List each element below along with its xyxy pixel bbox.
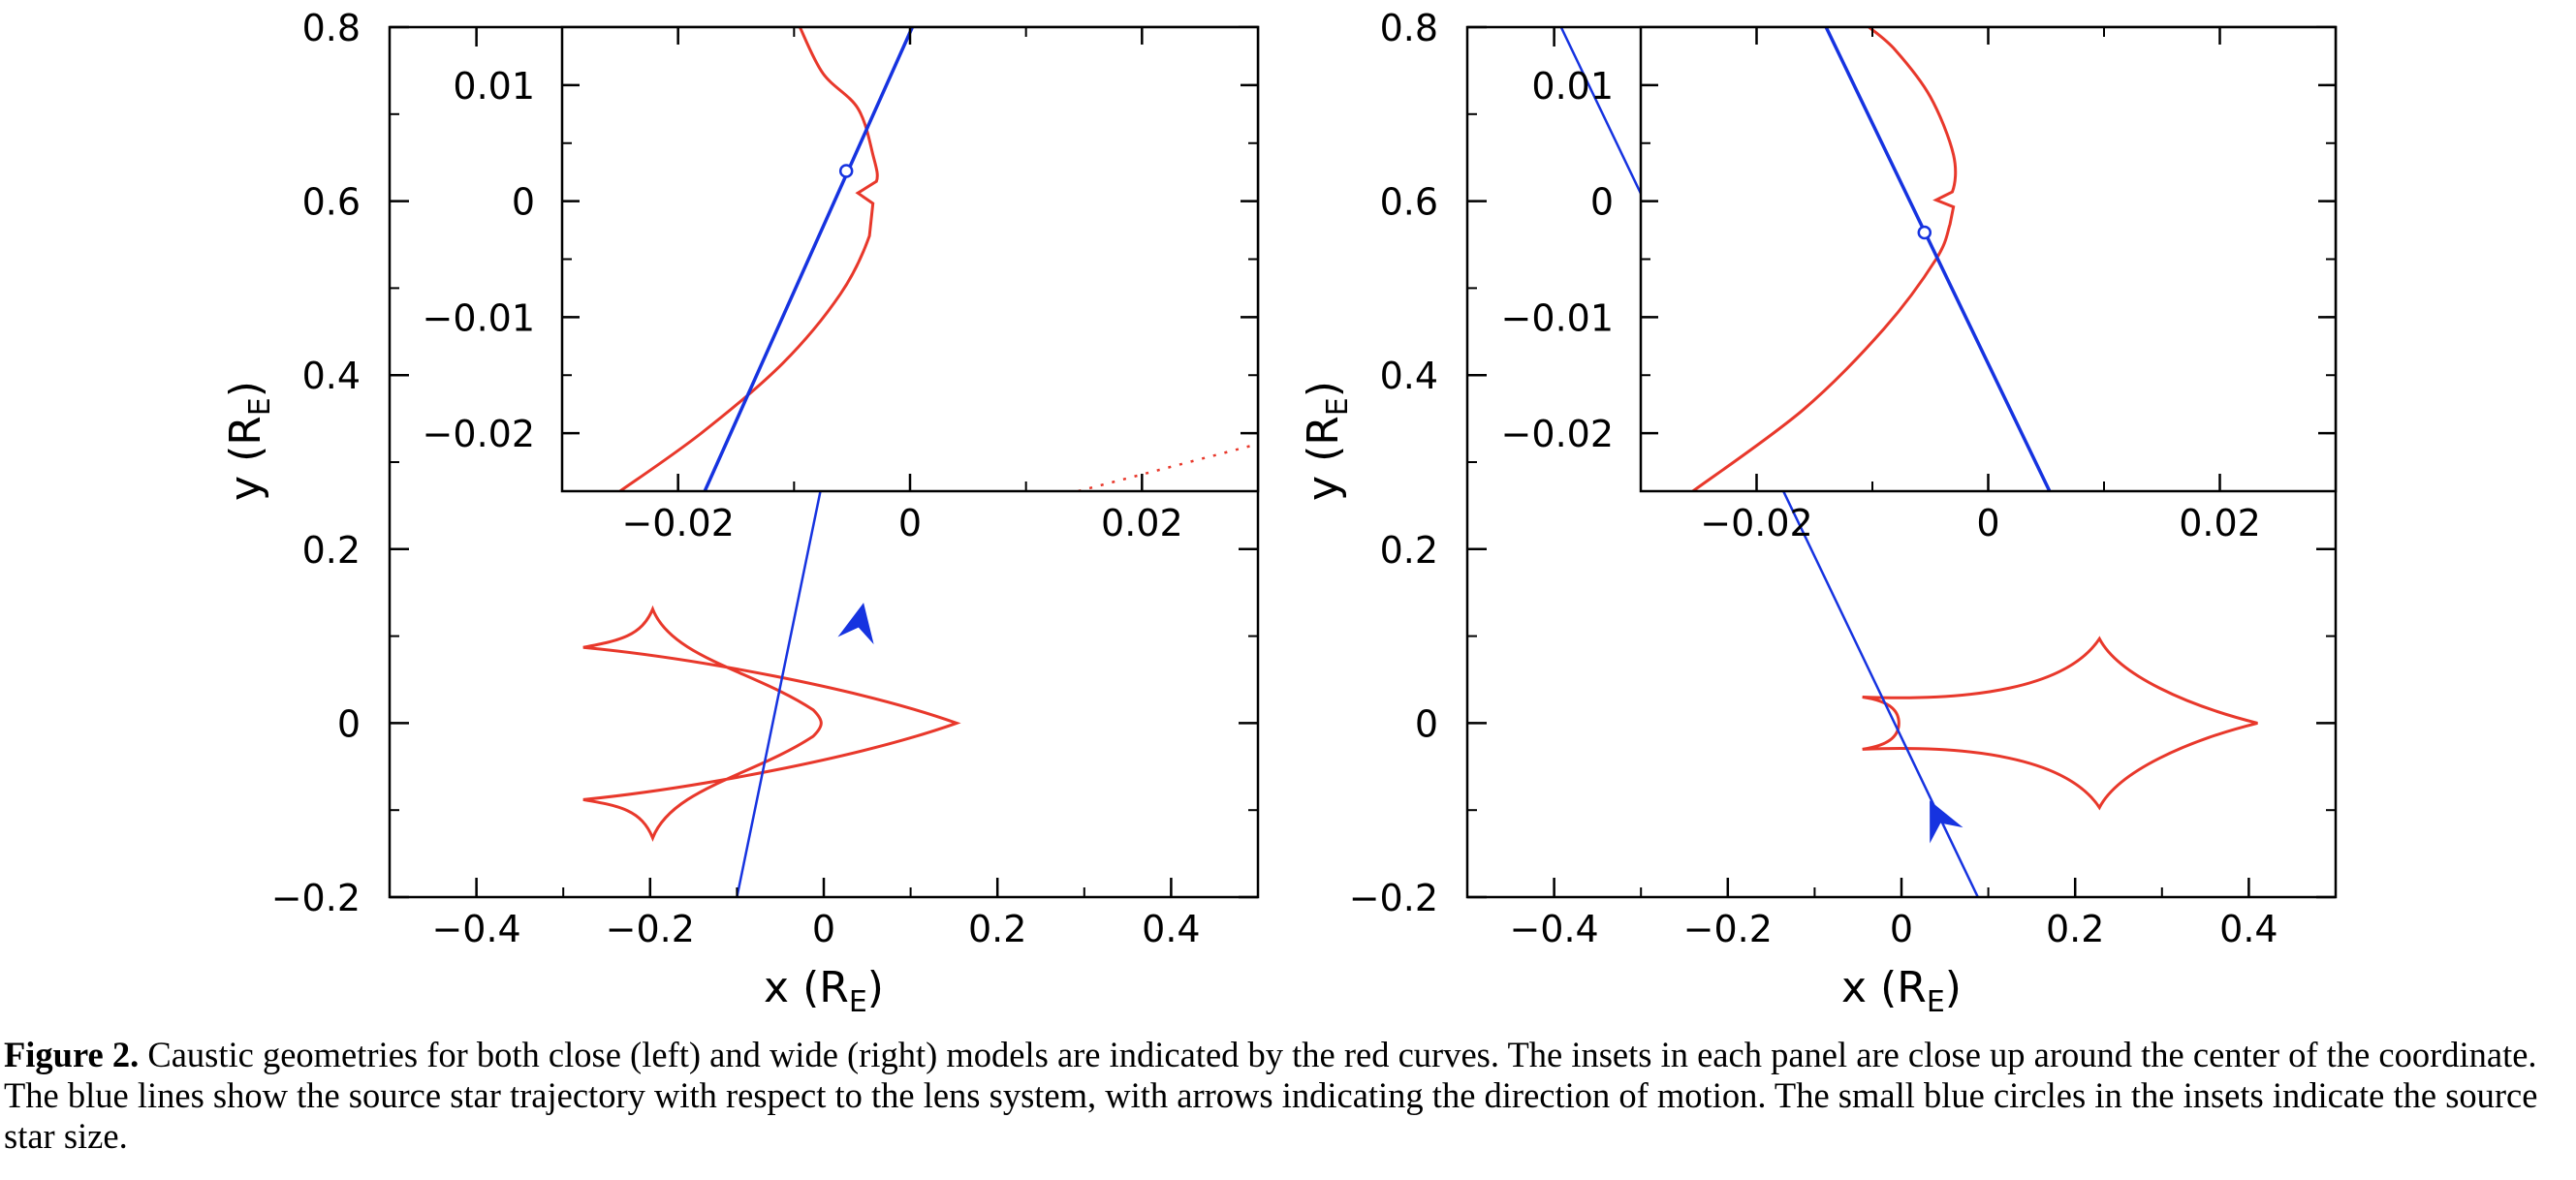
y-tick-label: 0 <box>337 702 361 745</box>
x-tick-label: 0 <box>1890 908 1913 950</box>
inset-background <box>562 27 1258 491</box>
inset-plot-area <box>618 27 1258 491</box>
y-axis-title-sub: E <box>243 397 277 416</box>
inset-x-tick-label: 0 <box>898 502 922 544</box>
inset-caustic-curve <box>1691 27 1958 491</box>
inset-plot-area <box>1691 27 2052 491</box>
x-axis-title-text: x (R <box>1841 963 1927 1012</box>
x-tick-label: 0.4 <box>1142 908 1200 950</box>
caustic-curve <box>1862 636 2258 811</box>
y-tick-label: 0.4 <box>1380 355 1438 397</box>
direction-arrow <box>1930 800 1963 844</box>
inset-x-tick-label: −0.02 <box>621 502 734 544</box>
x-tick-label: 0.2 <box>2046 908 2104 950</box>
x-tick-label: 0.4 <box>2219 908 2278 950</box>
inset-background <box>1641 27 2336 491</box>
x-tick-label: 0.2 <box>968 908 1026 950</box>
x-axis-title-sub: E <box>1927 985 1945 1017</box>
caption-label: Figure 2. <box>4 1035 140 1074</box>
x-axis-title-close: ) <box>1945 963 1962 1012</box>
inset-y-tick-label: 0 <box>512 181 535 224</box>
inset-y-tick-label: −0.02 <box>1501 413 1614 455</box>
inset-caustic-dotted <box>1078 442 1258 491</box>
inset-y-tick-label: 0.01 <box>1531 65 1614 108</box>
y-tick-label: 0.2 <box>1380 529 1438 572</box>
y-tick-label: 0.2 <box>302 529 361 572</box>
y-tick-label: 0.6 <box>302 181 361 224</box>
x-axis-title-sub: E <box>849 985 867 1017</box>
inset-y-tick-label: −0.01 <box>423 296 535 339</box>
y-axis-title: y (RE) <box>221 381 277 501</box>
inset-x-tick-label: 0.02 <box>2179 502 2261 544</box>
chart-panel-right: −0.4 −0.2 0 0.2 0.4−0.200.20.40.60.8x (RE)y … <box>1299 7 2338 1017</box>
inset-trajectory-line <box>703 27 914 491</box>
inset-y-tick-label: 0.01 <box>453 65 535 108</box>
inset-y-tick-label: −0.02 <box>423 413 535 455</box>
direction-arrow <box>837 603 874 645</box>
chart-panel-left: −0.4 −0.2 0 0.2 0.4−0.200.20.40.60.8x (RE)y … <box>221 7 1260 1017</box>
y-axis-title: y (RE) <box>1299 381 1355 501</box>
y-tick-label: 0.4 <box>302 355 361 397</box>
y-tick-label: 0.6 <box>1380 181 1438 224</box>
x-tick-label: −0.4 <box>431 908 520 950</box>
source-star-circle <box>838 164 854 178</box>
caption-text: Caustic geometries for both close (left)… <box>4 1035 2538 1156</box>
inset-y-tick-label: −0.01 <box>1501 296 1614 339</box>
x-tick-label: −0.2 <box>606 908 695 950</box>
x-axis-title-text: x (R <box>764 963 849 1012</box>
y-tick-label: 0.8 <box>302 7 361 49</box>
inset-x-tick-label: 0.02 <box>1101 502 1183 544</box>
inset-x-tick-label: −0.02 <box>1700 502 1812 544</box>
inset-left: −0.02 0 0.02 −0.02 −0.01 0 0.01 <box>423 25 1260 544</box>
y-axis-title-text: y (R <box>221 416 270 501</box>
x-tick-label: −0.2 <box>1683 908 1773 950</box>
inset-x-tick-label: 0 <box>1976 502 1999 544</box>
y-tick-label: 0.8 <box>1380 7 1438 49</box>
x-tick-label: −0.4 <box>1509 908 1598 950</box>
y-axis-title-sub: E <box>1321 397 1355 416</box>
caustic-curve <box>582 605 961 843</box>
y-axis-title-close: ) <box>1299 381 1348 397</box>
y-tick-label: −0.2 <box>271 877 361 919</box>
figure-caption: Figure 2. Caustic geometries for both cl… <box>4 1035 2572 1157</box>
x-axis-title: x (RE) <box>764 963 884 1017</box>
inset-trajectory-line <box>1824 27 2052 491</box>
x-tick-label: 0 <box>812 908 835 950</box>
y-tick-label: −0.2 <box>1349 877 1438 919</box>
x-axis-title: x (RE) <box>1841 963 1962 1017</box>
inset-y-tick-label: 0 <box>1590 181 1614 224</box>
inset-right: −0.02 0 0.02 −0.02 −0.01 0 0.01 <box>1501 25 2338 544</box>
x-axis-title-close: ) <box>867 963 884 1012</box>
y-axis-title-close: ) <box>221 381 270 397</box>
figure-2: −0.4 −0.2 0 0.2 0.4−0.200.20.40.60.8x (RE)y … <box>221 7 2338 1017</box>
y-tick-label: 0 <box>1415 702 1438 745</box>
y-axis-title-text: y (R <box>1299 416 1348 501</box>
source-star-circle <box>1917 225 1932 240</box>
